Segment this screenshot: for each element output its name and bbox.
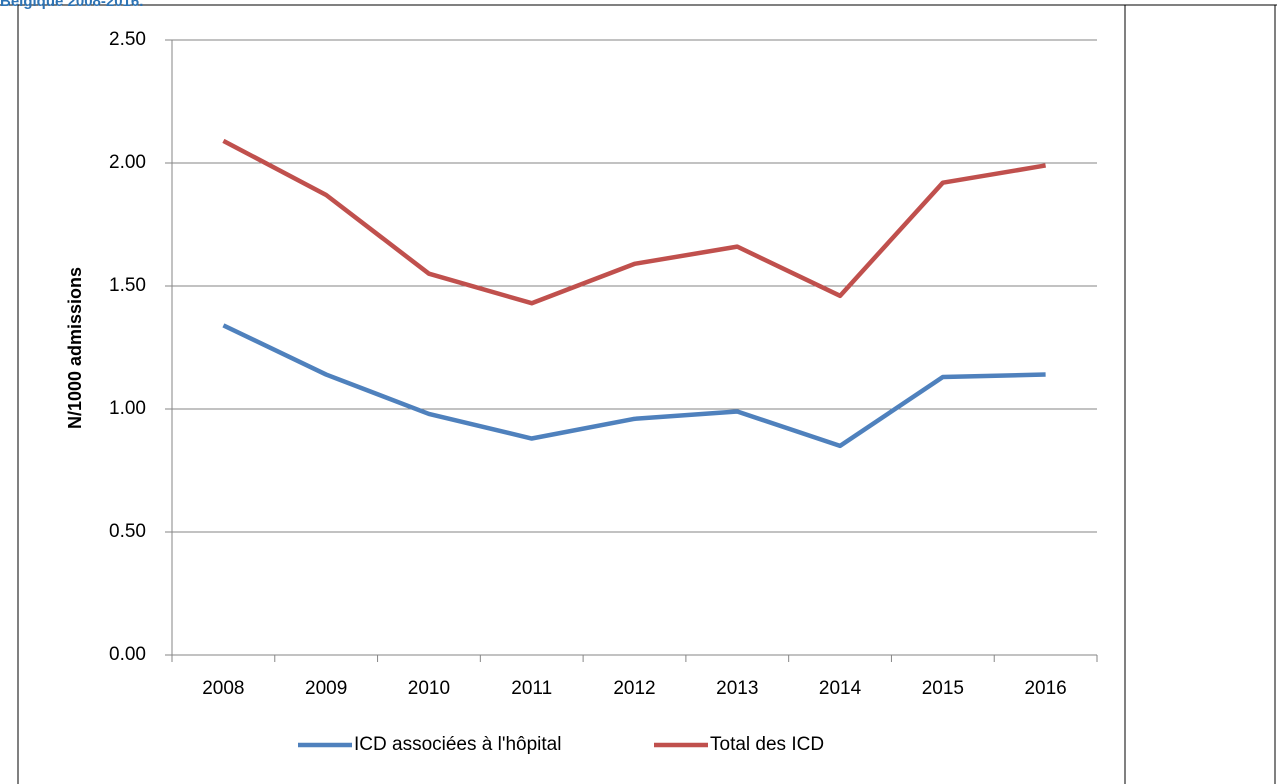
series-line [222, 138, 1046, 306]
legend-label: ICD associées à l'hôpital [354, 734, 561, 755]
x-tick-label: 2014 [819, 678, 862, 699]
y-tick-label: 2.00 [109, 152, 146, 173]
y-tick-label: 0.00 [109, 644, 146, 665]
y-axis-label: N/1000 admissions [65, 267, 85, 429]
legend-label: Total des ICD [710, 734, 824, 755]
x-tick-label: 2013 [716, 678, 758, 699]
y-tick-label: 2.50 [109, 29, 146, 50]
chart-title: Belgique 2008-2016. [0, 0, 143, 10]
x-tick-label: 2010 [408, 678, 450, 699]
y-tick-label: 1.50 [109, 275, 146, 296]
x-tick-label: 2011 [511, 678, 552, 699]
x-tick-label: 2009 [305, 678, 347, 699]
x-tick-label: 2015 [922, 678, 964, 699]
x-tick-label: 2012 [613, 678, 655, 699]
y-tick-label: 0.50 [109, 521, 146, 542]
x-tick-label: 2016 [1024, 678, 1066, 699]
series-line [222, 323, 1046, 449]
x-tick-label: 2008 [202, 678, 244, 699]
y-tick-label: 1.00 [109, 398, 146, 419]
